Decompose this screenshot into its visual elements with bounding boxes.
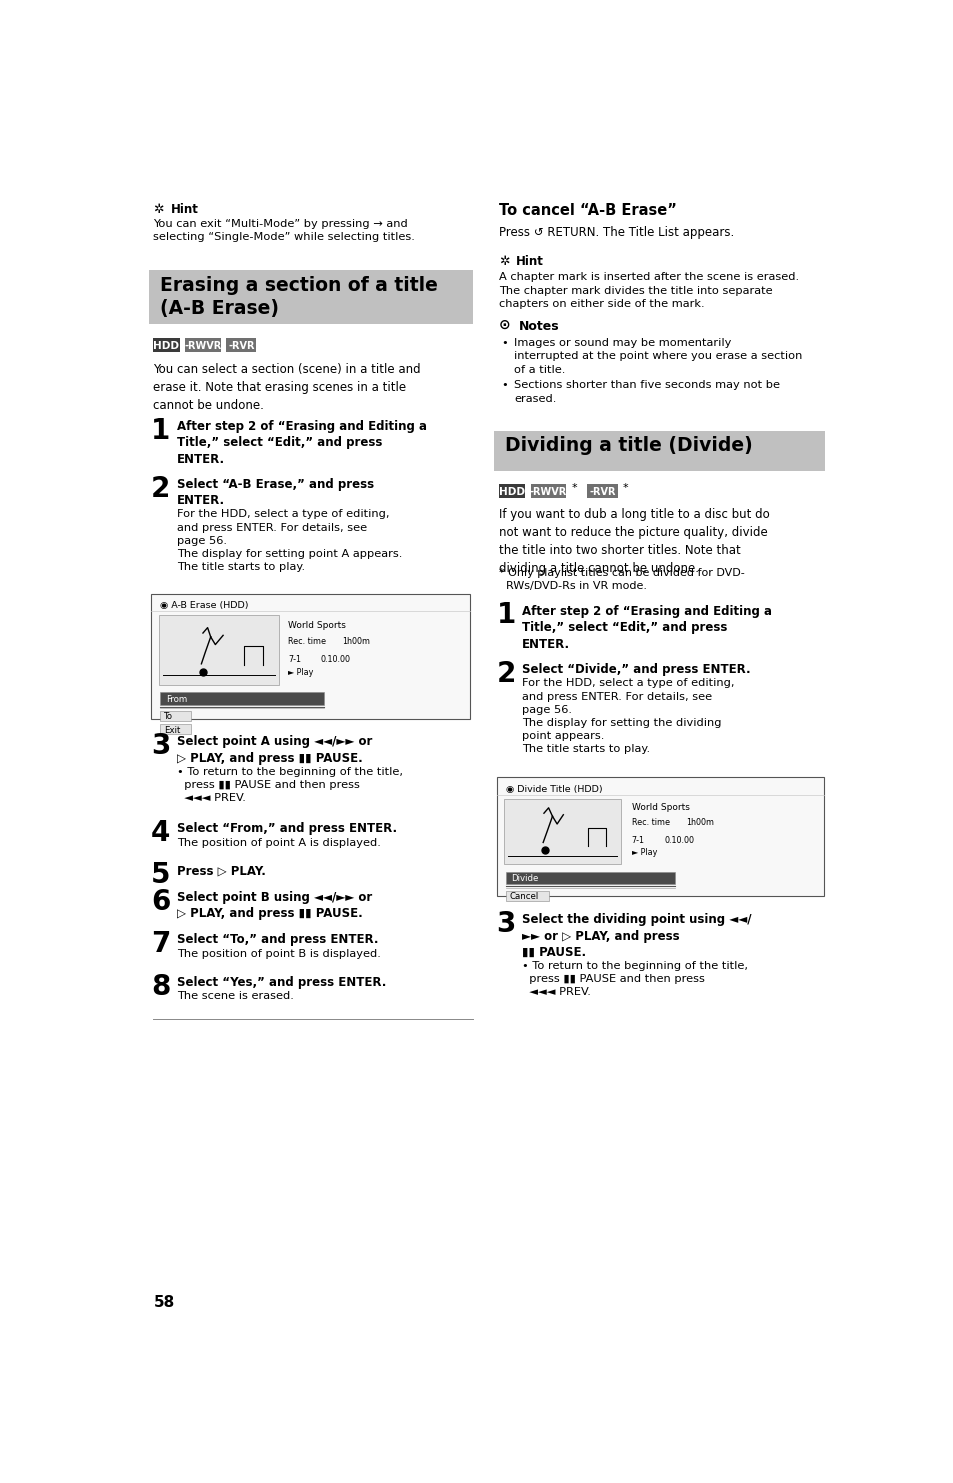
Text: Press ▷ PLAY.: Press ▷ PLAY.	[176, 865, 265, 878]
Text: HDD: HDD	[498, 486, 524, 497]
Text: 0.10.00: 0.10.00	[320, 655, 351, 664]
Text: Dividing a title (Divide): Dividing a title (Divide)	[505, 436, 752, 455]
Text: If you want to dub a long title to a disc but do
not want to reduce the picture : If you want to dub a long title to a dis…	[498, 507, 769, 574]
Text: 7: 7	[151, 930, 171, 958]
Text: 7-1: 7-1	[288, 655, 301, 664]
Text: 1: 1	[151, 417, 170, 445]
Text: •: •	[500, 381, 508, 390]
Text: 2: 2	[151, 475, 171, 503]
Text: ◉ Divide Title (HDD): ◉ Divide Title (HDD)	[505, 785, 602, 793]
Text: • To return to the beginning of the title,
  press ▮▮ PAUSE and then press
  ◄◄◄: • To return to the beginning of the titl…	[176, 767, 402, 804]
Text: 1: 1	[497, 602, 516, 629]
Text: World Sports: World Sports	[631, 804, 689, 813]
Text: 1h00m: 1h00m	[685, 817, 713, 828]
Bar	[494, 430, 823, 470]
Text: The position of point B is displayed.: The position of point B is displayed.	[176, 949, 380, 960]
Text: ► Play: ► Play	[288, 667, 314, 676]
Text: -RVR: -RVR	[589, 486, 615, 497]
Text: ◉ A-B Erase (HDD): ◉ A-B Erase (HDD)	[160, 602, 249, 611]
Bar	[226, 338, 256, 351]
Bar	[158, 615, 278, 685]
Bar	[504, 798, 620, 865]
Text: A chapter mark is inserted after the scene is erased.
The chapter mark divides t: A chapter mark is inserted after the sce…	[498, 271, 799, 308]
Text: Press ↺ RETURN. The Title List appears.: Press ↺ RETURN. The Title List appears.	[498, 225, 734, 239]
Text: *: *	[571, 483, 577, 492]
Text: Rec. time: Rec. time	[631, 817, 669, 828]
Text: *: *	[622, 483, 628, 492]
Text: For the HDD, select a type of editing,
and press ENTER. For details, see
page 56: For the HDD, select a type of editing, a…	[521, 678, 734, 755]
Text: To: To	[164, 712, 173, 721]
Bar	[153, 338, 179, 351]
Text: -RWVR: -RWVR	[529, 486, 566, 497]
Text: Select point A using ◄◄/►► or
▷ PLAY, and press ▮▮ PAUSE.: Select point A using ◄◄/►► or ▷ PLAY, an…	[176, 736, 372, 765]
Text: Images or sound may be momentarily
interrupted at the point where you erase a se: Images or sound may be momentarily inter…	[514, 338, 802, 375]
Text: Select “From,” and press ENTER.: Select “From,” and press ENTER.	[176, 822, 396, 835]
Text: •: •	[500, 338, 508, 349]
Text: 58: 58	[153, 1295, 174, 1309]
Text: 2: 2	[497, 660, 516, 688]
Text: 5: 5	[151, 862, 171, 890]
Text: From: From	[166, 696, 187, 704]
Text: The scene is erased.: The scene is erased.	[176, 992, 294, 1001]
Text: Select the dividing point using ◄◄/
►► or ▷ PLAY, and press
▮▮ PAUSE.: Select the dividing point using ◄◄/ ►► o…	[521, 914, 751, 960]
Text: 7-1: 7-1	[631, 835, 644, 844]
Text: • To return to the beginning of the title,
  press ▮▮ PAUSE and then press
  ◄◄◄: • To return to the beginning of the titl…	[521, 961, 747, 997]
Text: -RVR: -RVR	[228, 341, 254, 350]
Text: Cancel: Cancel	[509, 893, 538, 902]
Bar	[497, 777, 822, 896]
Text: 3: 3	[151, 733, 171, 761]
Text: You can exit “Multi-Mode” by pressing → and
selecting “Single-Mode” while select: You can exit “Multi-Mode” by pressing → …	[153, 219, 415, 242]
Text: 3: 3	[497, 911, 516, 939]
Text: Select point B using ◄◄/►► or
▷ PLAY, and press ▮▮ PAUSE.: Select point B using ◄◄/►► or ▷ PLAY, an…	[176, 891, 372, 921]
Text: Divide: Divide	[511, 875, 538, 884]
Text: 8: 8	[151, 973, 171, 1001]
Bar	[498, 485, 525, 498]
Text: -RWVR: -RWVR	[184, 341, 221, 350]
Text: 6: 6	[151, 888, 171, 916]
Bar	[185, 338, 220, 351]
Bar	[151, 593, 470, 718]
Text: Select “Yes,” and press ENTER.: Select “Yes,” and press ENTER.	[176, 976, 386, 989]
Text: 4: 4	[151, 819, 171, 847]
Text: Erasing a section of a title
(A-B Erase): Erasing a section of a title (A-B Erase)	[159, 276, 437, 319]
Bar	[160, 693, 324, 704]
Text: To cancel “A-B Erase”: To cancel “A-B Erase”	[498, 203, 677, 218]
Text: Exit: Exit	[164, 725, 180, 734]
Bar	[149, 270, 472, 325]
Text: After step 2 of “Erasing and Editing a
Title,” select “Edit,” and press
ENTER.: After step 2 of “Erasing and Editing a T…	[176, 420, 426, 466]
Text: Notes: Notes	[517, 320, 558, 332]
Text: You can select a section (scene) in a title and
erase it. Note that erasing scen: You can select a section (scene) in a ti…	[153, 363, 420, 412]
Text: ⊙: ⊙	[498, 317, 510, 332]
Text: Sections shorter than five seconds may not be
erased.: Sections shorter than five seconds may n…	[514, 381, 780, 403]
Text: After step 2 of “Erasing and Editing a
Title,” select “Edit,” and press
ENTER.: After step 2 of “Erasing and Editing a T…	[521, 605, 771, 651]
Text: Select “Divide,” and press ENTER.: Select “Divide,” and press ENTER.	[521, 663, 750, 676]
Text: 1h00m: 1h00m	[342, 636, 370, 647]
Text: World Sports: World Sports	[288, 621, 346, 630]
Bar	[530, 485, 566, 498]
Bar	[505, 891, 548, 900]
Text: ► Play: ► Play	[631, 848, 657, 857]
Text: * Only playlist titles can be divided for DVD-
  RWs/DVD-Rs in VR mode.: * Only playlist titles can be divided fo…	[498, 568, 744, 590]
Text: 0.10.00: 0.10.00	[663, 835, 694, 844]
Text: Select “A-B Erase,” and press
ENTER.: Select “A-B Erase,” and press ENTER.	[176, 478, 374, 507]
Text: HDD: HDD	[153, 341, 179, 350]
Text: Hint: Hint	[516, 255, 543, 268]
Bar	[160, 724, 192, 734]
Bar	[505, 872, 674, 884]
Text: ✲: ✲	[498, 255, 509, 268]
Bar	[160, 712, 192, 721]
Text: The position of point A is displayed.: The position of point A is displayed.	[176, 838, 380, 848]
Text: Select “To,” and press ENTER.: Select “To,” and press ENTER.	[176, 933, 377, 946]
Text: Hint: Hint	[171, 203, 198, 215]
Text: For the HDD, select a type of editing,
and press ENTER. For details, see
page 56: For the HDD, select a type of editing, a…	[176, 510, 401, 572]
Text: Rec. time: Rec. time	[288, 636, 326, 647]
Bar	[587, 485, 617, 498]
Text: ✲: ✲	[153, 203, 164, 215]
